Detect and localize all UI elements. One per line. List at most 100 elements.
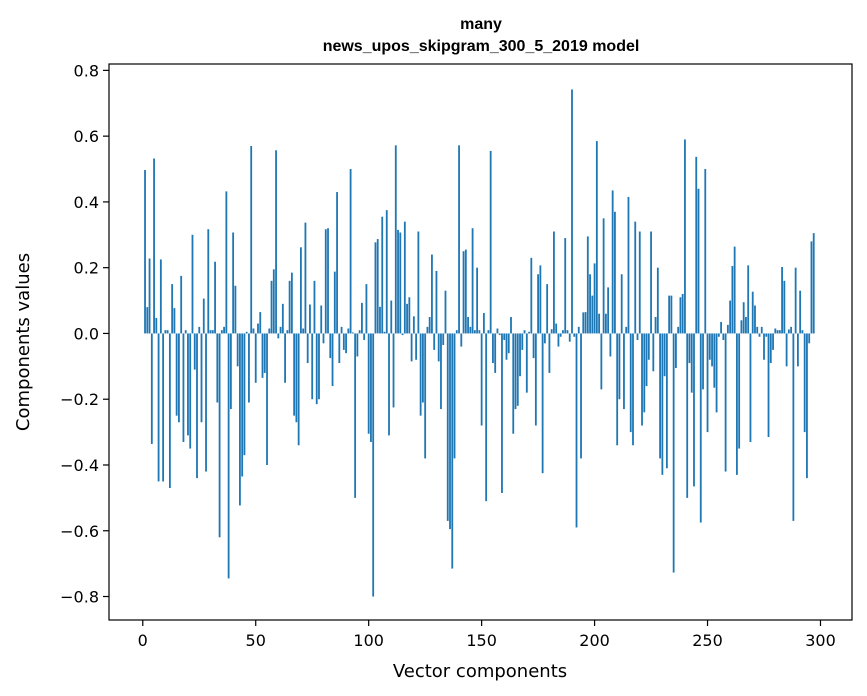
bar-80	[322, 333, 325, 344]
bar-133	[442, 333, 445, 345]
bar-262	[733, 246, 736, 334]
bar-270	[751, 291, 754, 334]
bar-53	[261, 333, 264, 378]
bar-193	[577, 326, 580, 334]
bar-260	[729, 300, 732, 334]
bar-229	[659, 333, 661, 459]
bar-129	[433, 333, 436, 350]
bar-225	[650, 231, 652, 334]
bar-51	[257, 323, 259, 334]
bar-286	[787, 329, 790, 334]
bar-215	[627, 196, 630, 334]
bar-184	[557, 333, 560, 347]
bar-81	[324, 229, 327, 334]
bar-169	[523, 330, 526, 334]
bar-275	[763, 333, 765, 360]
x-tick-label-50: 50	[246, 631, 266, 650]
bar-8	[159, 259, 162, 334]
bar-118	[408, 297, 411, 334]
bar-287	[790, 326, 793, 334]
y-tick-label-1: −0.6	[60, 522, 99, 541]
bar-160	[503, 333, 506, 341]
bar-292	[801, 330, 804, 334]
y-tick-label-5: 0.2	[74, 259, 99, 278]
bar-280	[774, 328, 777, 334]
bar-254	[715, 333, 718, 413]
bar-278	[769, 333, 772, 364]
bar-49	[252, 328, 255, 334]
bar-257	[722, 333, 725, 341]
bar-221	[641, 333, 643, 426]
bar-11	[166, 330, 169, 334]
bar-272	[756, 326, 759, 334]
chart-title-line-1: many	[460, 16, 502, 33]
x-tick-label-0: 0	[138, 631, 148, 650]
bar-108	[385, 210, 388, 334]
bar-231	[663, 333, 666, 377]
bar-54	[263, 333, 266, 373]
bar-191	[573, 333, 576, 337]
bar-159	[501, 333, 503, 493]
bar-77	[315, 333, 318, 405]
bar-68	[295, 333, 298, 423]
bar-150	[480, 333, 483, 426]
x-axis: 0 50 100 150 200 250 300	[138, 620, 836, 650]
bar-141	[460, 333, 463, 347]
bar-125	[424, 333, 427, 459]
bar-222	[643, 333, 646, 413]
bar-145	[469, 326, 472, 334]
bar-195	[582, 312, 585, 334]
bar-67	[293, 333, 296, 416]
bar-34	[218, 333, 221, 538]
bar-168	[521, 333, 524, 350]
bar-285	[785, 333, 788, 367]
bar-238	[679, 297, 682, 334]
bar-99	[365, 284, 368, 334]
bar-178	[543, 333, 546, 344]
bar-92	[349, 169, 352, 334]
bar-47	[248, 333, 250, 403]
bar-106	[381, 216, 384, 334]
bar-188	[566, 330, 569, 334]
bar-175	[537, 274, 540, 334]
bar-87	[338, 333, 341, 364]
bar-72	[304, 222, 307, 334]
bar-173	[532, 333, 535, 359]
bar-103	[374, 242, 377, 334]
bar-248	[702, 333, 704, 390]
bar-126	[426, 326, 429, 334]
bar-206	[607, 287, 610, 334]
bar-19	[184, 330, 187, 334]
bar-70	[300, 247, 302, 334]
bar-104	[376, 239, 379, 334]
bar-110	[390, 300, 393, 334]
bar-210	[616, 333, 619, 446]
bar-256	[720, 321, 722, 334]
bar-235	[672, 333, 675, 573]
bar-73	[306, 333, 309, 364]
bar-247	[699, 333, 702, 523]
bar-227	[654, 317, 657, 334]
bar-219	[636, 333, 639, 341]
bar-120	[412, 316, 415, 334]
bar-109	[388, 333, 390, 436]
bar-187	[564, 238, 567, 334]
bar-28	[205, 333, 207, 472]
bar-261	[731, 266, 734, 334]
bar-224	[647, 333, 650, 360]
bar-207	[609, 333, 612, 357]
bar-59	[275, 150, 277, 334]
bar-243	[690, 333, 693, 393]
bar-284	[783, 280, 786, 334]
bar-189	[568, 333, 571, 342]
bar-197	[586, 236, 589, 334]
bar-164	[512, 333, 515, 434]
bar-202	[598, 313, 601, 334]
bar-213	[623, 333, 625, 410]
bar-117	[406, 303, 408, 334]
bar-16	[178, 333, 180, 423]
bar-194	[580, 333, 582, 459]
bar-296	[810, 241, 813, 334]
bar-241	[686, 333, 689, 498]
